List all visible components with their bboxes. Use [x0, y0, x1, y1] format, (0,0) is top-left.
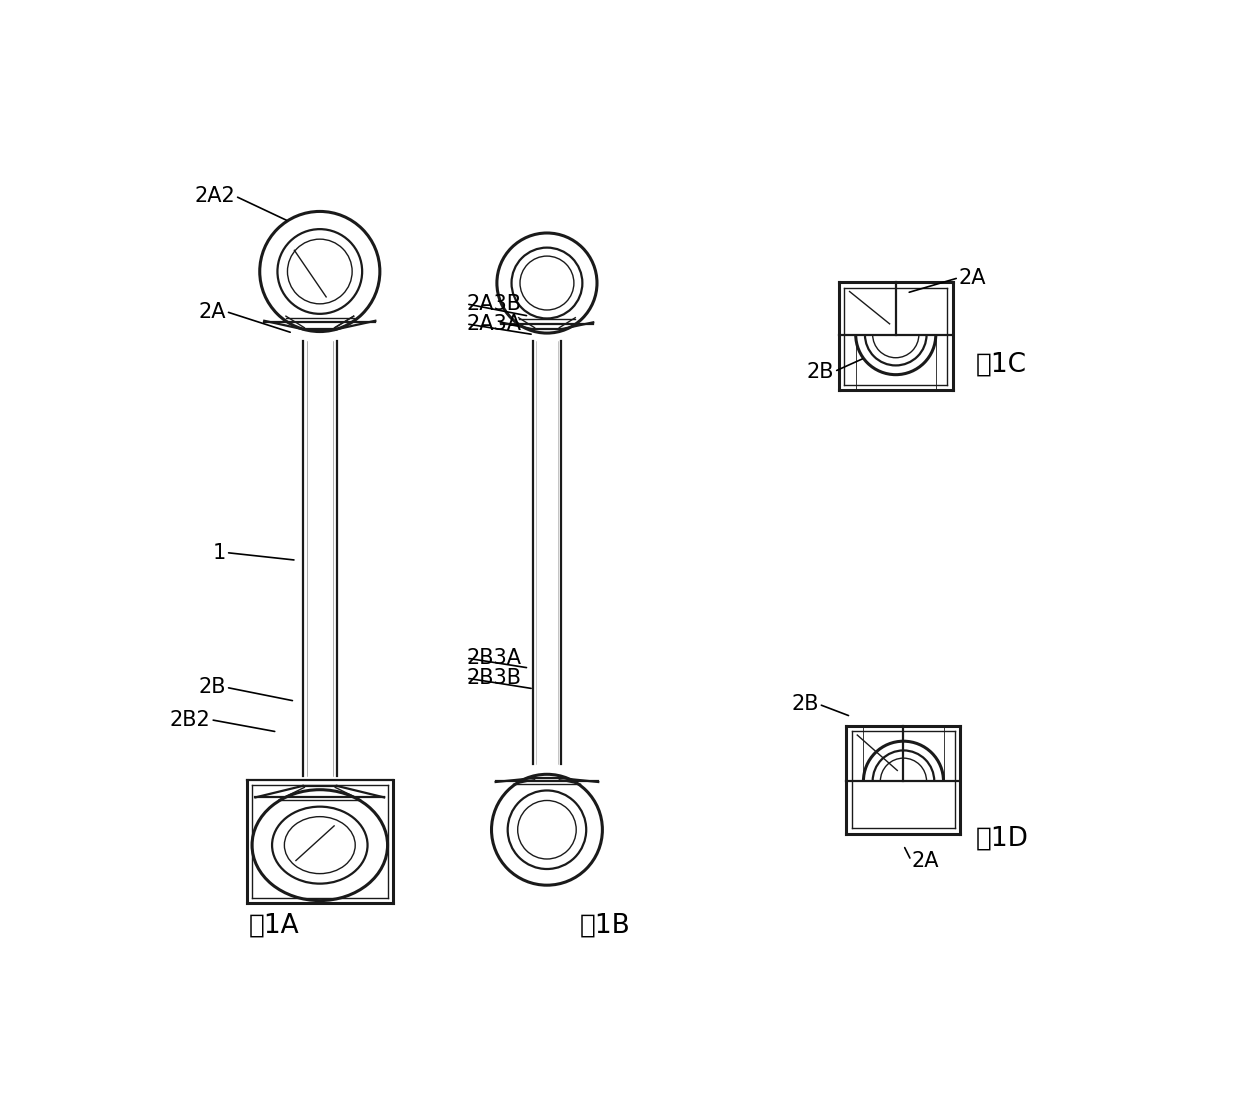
- Text: 2A2: 2A2: [195, 186, 236, 206]
- Text: 2B: 2B: [791, 695, 818, 715]
- Text: 2B3A: 2B3A: [466, 648, 521, 668]
- Text: 2A: 2A: [911, 851, 939, 871]
- Text: 2A: 2A: [198, 302, 226, 321]
- Text: 2A: 2A: [959, 268, 986, 287]
- Text: 2A3A: 2A3A: [466, 314, 521, 334]
- Text: 图1D: 图1D: [976, 825, 1029, 851]
- Text: 图1A: 图1A: [249, 912, 300, 938]
- Text: 2B: 2B: [807, 361, 835, 382]
- Text: 1: 1: [212, 543, 226, 563]
- Text: 2B2: 2B2: [170, 710, 211, 730]
- Text: 2B: 2B: [198, 677, 226, 697]
- Text: 2B3B: 2B3B: [466, 668, 521, 688]
- Text: 图1B: 图1B: [580, 912, 631, 938]
- Text: 2A3B: 2A3B: [466, 294, 521, 314]
- Text: 图1C: 图1C: [976, 351, 1027, 378]
